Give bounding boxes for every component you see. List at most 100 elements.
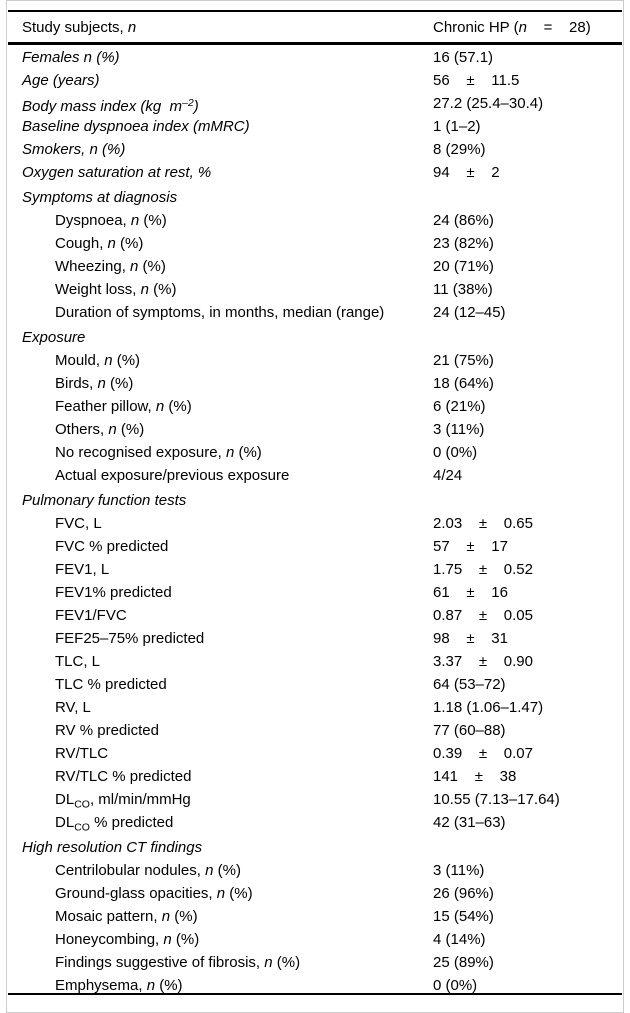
table-row: Body mass index (kg m–2) 27.2 (25.4–30.4): [8, 92, 622, 115]
row-value: 1.75 ± 0.52: [433, 561, 533, 578]
row-label-part: Symptoms at diagnosis: [22, 189, 178, 206]
row-label-part: n: [146, 977, 156, 994]
row-label-part: Females n (%): [22, 49, 120, 66]
table-row: FEV1, L 1.75 ± 0.52: [8, 558, 622, 581]
row-label-part: n: [205, 862, 214, 879]
row-label-part: n: [107, 235, 116, 252]
row-label-part: Age (years): [22, 72, 100, 89]
row-label-part: DL: [55, 791, 75, 808]
row-value: 56 ± 11.5: [433, 72, 520, 89]
row-value: 15 (54%): [433, 908, 494, 925]
table-rule-top: [8, 10, 622, 12]
row-label: FEV1/FVC: [8, 604, 127, 627]
header-col-study-subjects: Study subjects, n: [8, 19, 136, 36]
row-value: 18 (64%): [433, 375, 494, 392]
row-label: RV/TLC: [8, 742, 108, 765]
row-value: 0.39 ± 0.07: [433, 745, 533, 762]
row-value: 3 (11%): [433, 862, 485, 879]
table-row: Weight loss, n (%) 11 (38%): [8, 278, 622, 301]
table-row: Birds, n (%) 18 (64%): [8, 372, 622, 395]
row-value: 23 (82%): [433, 235, 494, 252]
row-value: 64 (53–72): [433, 676, 506, 693]
table-rule-header-bottom: [8, 42, 622, 45]
row-label-part: FVC % predicted: [55, 538, 169, 555]
table-row: Ground-glass opacities, n (%) 26 (96%): [8, 882, 622, 905]
table-row: Feather pillow, n (%) 6 (21%): [8, 395, 622, 418]
row-value: 61 ± 16: [433, 584, 508, 601]
row-label-part: FVC, L: [55, 515, 102, 532]
row-label-part: Actual exposure/previous exposure: [55, 467, 290, 484]
row-label: Exposure: [8, 326, 85, 349]
row-label-part: –2: [182, 97, 194, 109]
row-label-part: Oxygen saturation at rest, %: [22, 164, 212, 181]
row-label-part: (%): [139, 212, 167, 229]
table-row: Smokers, n (%) 8 (29%): [8, 138, 622, 161]
row-label-part: Ground-glass opacities,: [55, 885, 217, 902]
row-label-part: n: [108, 421, 117, 438]
row-value: 77 (60–88): [433, 722, 506, 739]
table-row: Dyspnoea, n (%) 24 (86%): [8, 209, 622, 232]
row-label: Emphysema, n (%): [8, 974, 183, 997]
row-label: Birds, n (%): [8, 372, 133, 395]
table-row: TLC, L 3.37 ± 0.90: [8, 650, 622, 673]
row-label-part: No recognised exposure,: [55, 444, 226, 461]
table-row: Others, n (%) 3 (11%): [8, 418, 622, 441]
row-label-part: FEV1% predicted: [55, 584, 172, 601]
table-row: Findings suggestive of fibrosis, n (%) 25…: [8, 951, 622, 974]
row-value: 10.55 (7.13–17.64): [433, 791, 560, 808]
row-label: Mosaic pattern, n (%): [8, 905, 198, 928]
row-value: 26 (96%): [433, 885, 494, 902]
row-label: Oxygen saturation at rest, %: [8, 161, 211, 184]
row-label-part: Cough,: [55, 235, 108, 252]
row-label: DLCO, ml/min/mmHg: [8, 788, 191, 817]
row-label: Females n (%): [8, 46, 120, 69]
row-label: Symptoms at diagnosis: [8, 186, 177, 209]
row-label-part: (%): [116, 421, 145, 438]
table-row: RV, L 1.18 (1.06–1.47): [8, 696, 622, 719]
table-row: FVC % predicted 57 ± 17: [8, 535, 622, 558]
table-row: Actual exposure/previous exposure 4/24: [8, 464, 622, 487]
row-label-part: n: [163, 931, 172, 948]
table-row: RV/TLC % predicted 141 ± 38: [8, 765, 622, 788]
row-label-part: n: [104, 352, 113, 369]
row-label-part: (%): [112, 352, 141, 369]
table-row: Baseline dyspnoea index (mMRC) 1 (1–2): [8, 115, 622, 138]
table-row: No recognised exposure, n (%) 0 (0%): [8, 441, 622, 464]
table-row: RV % predicted 77 (60–88): [8, 719, 622, 742]
row-label: Feather pillow, n (%): [8, 395, 192, 418]
row-value: 3.37 ± 0.90: [433, 653, 533, 670]
section-header-row: High resolution CT findings: [8, 836, 622, 859]
header-right-n-italic: n: [518, 19, 527, 36]
row-label-part: (%): [171, 931, 200, 948]
row-label: Baseline dyspnoea index (mMRC): [8, 115, 250, 138]
row-label-part: n: [264, 954, 273, 971]
row-label: FEV1, L: [8, 558, 109, 581]
row-label-part: (%): [225, 885, 253, 902]
table-row: DLCO, ml/min/mmHg 10.55 (7.13–17.64): [8, 788, 622, 811]
row-value: 20 (71%): [433, 258, 494, 275]
row-value: 141 ± 38: [433, 768, 517, 785]
row-value: 2.03 ± 0.65: [433, 515, 533, 532]
table-rule-bottom: [8, 993, 622, 995]
row-label-part: Pulmonary function tests: [22, 492, 187, 509]
row-label: Centrilobular nodules, n (%): [8, 859, 241, 882]
header-right-count: = 28): [526, 19, 591, 36]
table-row: Emphysema, n (%) 0 (0%): [8, 974, 622, 997]
row-label-part: TLC % predicted: [55, 676, 167, 693]
row-label-part: FEV1, L: [55, 561, 110, 578]
row-label: Honeycombing, n (%): [8, 928, 199, 951]
row-label: Mould, n (%): [8, 349, 140, 372]
table-row: Cough, n (%) 23 (82%): [8, 232, 622, 255]
table-row: Honeycombing, n (%) 4 (14%): [8, 928, 622, 951]
row-label-part: Honeycombing,: [55, 931, 164, 948]
table-row: Wheezing, n (%) 20 (71%): [8, 255, 622, 278]
row-label-part: % predicted: [89, 814, 174, 831]
row-value: 94 ± 2: [433, 164, 500, 181]
row-label-part: n: [161, 908, 171, 925]
row-label-part: RV/TLC % predicted: [55, 768, 192, 785]
row-label-part: (%): [164, 398, 192, 415]
header-col-chronic-hp: Chronic HP (n = 28): [433, 17, 591, 39]
row-label-part: (%): [170, 908, 198, 925]
row-label-part: (%): [272, 954, 301, 971]
row-label-part: , ml/min/mmHg: [89, 791, 191, 808]
